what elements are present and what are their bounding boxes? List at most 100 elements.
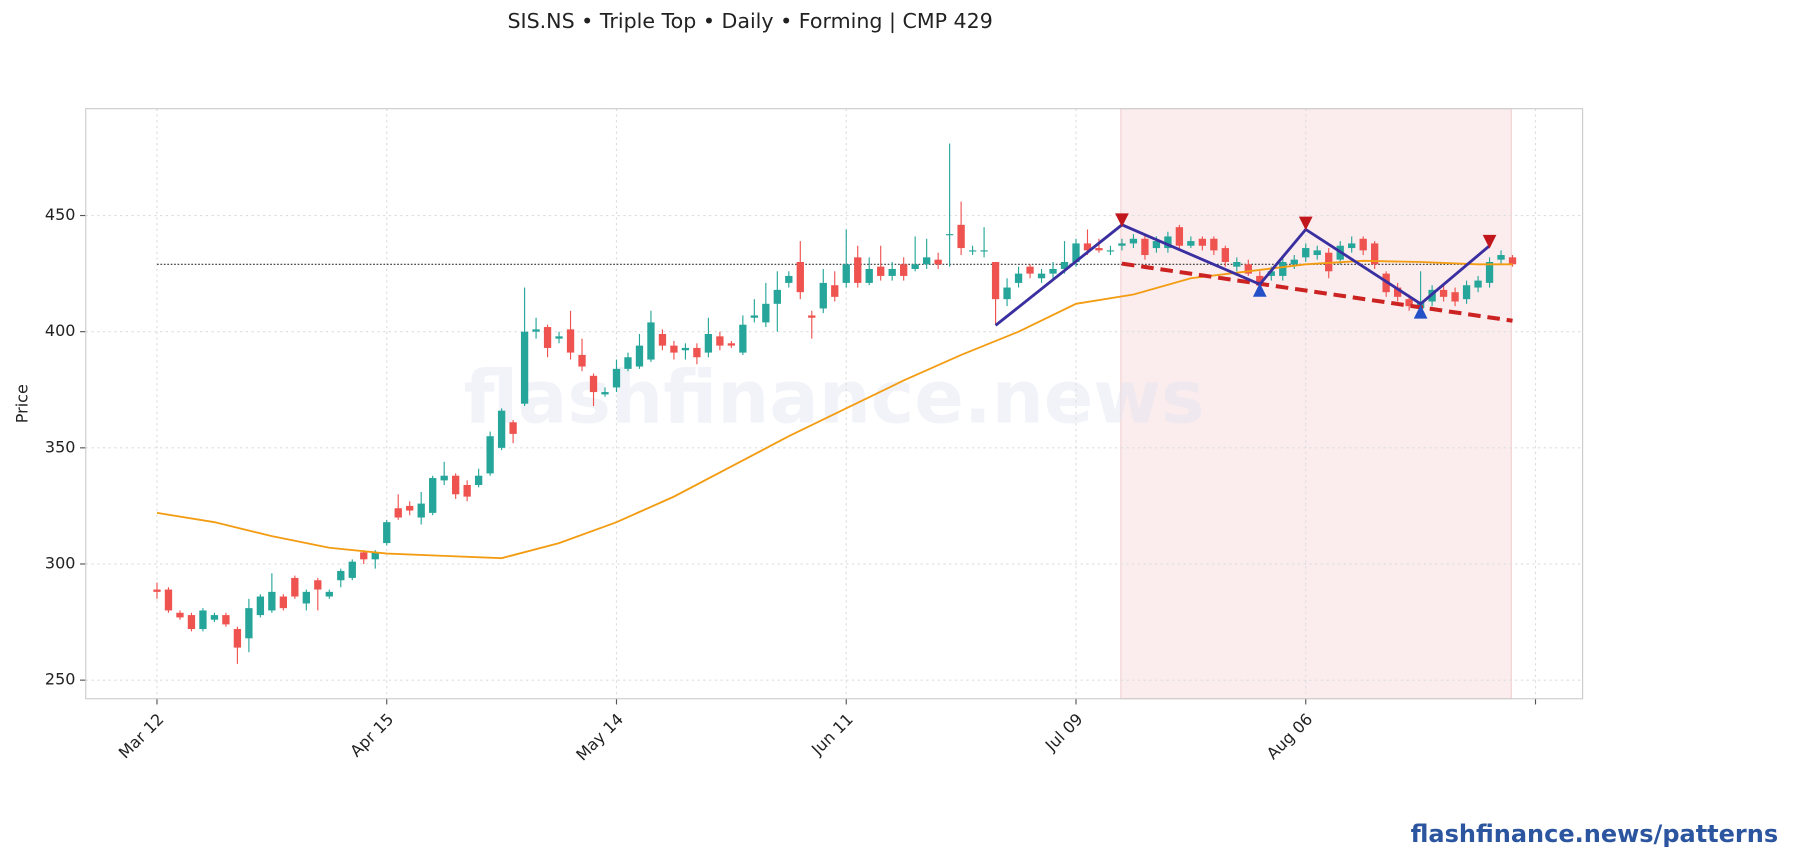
candle-body: [1221, 248, 1229, 262]
trough-marker: [1413, 304, 1428, 319]
candle-body: [1439, 289, 1448, 297]
y-tick-label: 300: [45, 553, 76, 572]
candle-body: [360, 552, 368, 560]
candle-body: [348, 561, 356, 578]
candle-body: [842, 264, 850, 283]
candle-body: [543, 327, 552, 348]
candle-body: [704, 334, 713, 353]
candle-body: [589, 375, 598, 393]
x-tick-label: Apr 15: [346, 710, 397, 761]
candle-body: [1072, 243, 1080, 262]
candle-body: [429, 478, 437, 513]
candle-body: [1405, 299, 1413, 307]
candle-body: [566, 329, 575, 353]
watermark: flashfinance.news: [464, 356, 1205, 441]
candle-body: [245, 608, 253, 639]
candle-body: [1014, 273, 1023, 283]
chart-title: SIS.NS • Triple Top • Daily • Forming | …: [507, 9, 992, 34]
candle-body: [268, 591, 276, 611]
y-tick-label: 450: [45, 205, 76, 224]
candle-body: [1129, 238, 1138, 244]
candle-body: [417, 503, 425, 518]
candle-body: [991, 261, 1000, 300]
candle-body: [1313, 250, 1321, 256]
candle-body: [1244, 264, 1252, 274]
candle-body: [314, 580, 322, 590]
moving-average: [156, 259, 1513, 560]
candle-body: [291, 577, 299, 597]
candle-body: [945, 234, 954, 236]
candle-body: [463, 485, 471, 497]
candle-body: [474, 475, 483, 486]
candle-body: [785, 275, 793, 283]
candle-body: [1359, 238, 1367, 251]
candle-body: [980, 250, 988, 252]
candle-body: [762, 303, 770, 323]
candle-body: [727, 343, 736, 346]
candle-body: [1348, 243, 1356, 249]
candle-body: [854, 257, 862, 283]
candle-body: [1451, 292, 1459, 302]
candle-body: [452, 475, 460, 495]
candle-body: [1508, 257, 1517, 265]
peak-marker: [1298, 216, 1313, 231]
candle-body: [1302, 248, 1310, 258]
candle-body: [176, 612, 184, 618]
candle-body: [1279, 261, 1287, 276]
candle-body: [808, 315, 816, 318]
candle-body: [1106, 250, 1115, 252]
candle-body: [796, 261, 804, 293]
candle-body: [1474, 280, 1482, 288]
candle-body: [520, 331, 529, 404]
candle-body: [601, 392, 609, 395]
x-tick-label: Mar 12: [115, 710, 168, 763]
candle-body: [1233, 261, 1241, 267]
candle-body: [153, 589, 161, 592]
candle-body: [486, 436, 494, 474]
x-tick-label: May 14: [572, 710, 627, 765]
candle-body: [1164, 236, 1172, 249]
candle-body: [1462, 285, 1471, 300]
candle-body: [1095, 248, 1103, 251]
candle-body: [497, 410, 506, 448]
x-tick-label: Aug 06: [1263, 710, 1317, 764]
plot-frame: [85, 108, 1584, 700]
candle-body: [532, 329, 540, 332]
candle-body: [1497, 255, 1505, 260]
trough-marker: [1252, 283, 1267, 297]
peak-marker: [1482, 234, 1497, 249]
candle-body: [371, 552, 379, 560]
candle-body: [922, 257, 931, 265]
y-tick-label: 350: [45, 437, 76, 456]
candle-body: [164, 589, 173, 611]
candle-body: [681, 347, 690, 351]
candle-body: [911, 264, 919, 269]
candle-body: [233, 629, 242, 648]
candle-body: [199, 610, 207, 630]
candle-body: [934, 259, 942, 265]
candle-body: [1141, 238, 1149, 256]
trendline: [1121, 261, 1513, 323]
candle-body: [647, 322, 655, 360]
candle-body: [1210, 238, 1218, 251]
footer: flashfinance.news/patterns: [1411, 820, 1779, 848]
x-tick-label: Jun 11: [807, 710, 857, 760]
candle-body: [1026, 266, 1034, 274]
candle-body: [624, 357, 632, 369]
candle-body: [819, 282, 827, 309]
candle-body: [325, 591, 333, 597]
candle-body: [658, 334, 667, 346]
y-tick-label: 250: [45, 670, 76, 689]
candle-body: [578, 354, 586, 367]
candle-body: [670, 345, 678, 353]
candle-body: [1198, 238, 1207, 246]
candle-body: [957, 224, 965, 249]
candle-body: [1118, 243, 1126, 246]
candle-body: [1083, 243, 1092, 251]
candle-body: [256, 596, 265, 616]
candle-body: [1003, 287, 1011, 300]
candle-body: [716, 336, 724, 346]
candle-body: [1267, 271, 1275, 276]
